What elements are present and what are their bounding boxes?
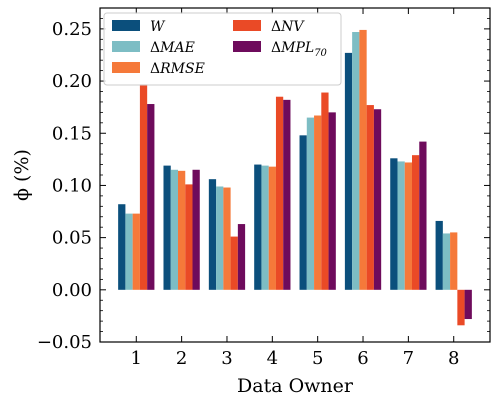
legend-swatch: [112, 41, 140, 52]
legend-box: [103, 12, 342, 86]
x-tick-label: 5: [312, 348, 323, 369]
x-tick-label: 4: [267, 348, 278, 369]
bar-series-3-owner-5: [314, 115, 322, 290]
bar-series-4-owner-3: [230, 236, 238, 290]
bar-series-4-owner-8: [457, 289, 465, 326]
legend-swatch: [233, 20, 261, 31]
x-tick-label: 3: [221, 348, 232, 369]
bar-series-4-owner-4: [275, 96, 284, 290]
bar-series-5-owner-1: [147, 104, 155, 290]
bar-series-3-owner-1: [132, 213, 140, 290]
legend-delta-symbol: Δ: [271, 19, 281, 35]
legend-label: ΔMAE: [150, 40, 195, 56]
bar-series-3-owner-6: [359, 29, 367, 290]
legend-subscript: 70: [314, 48, 327, 59]
y-tick-label: 0.15: [52, 123, 92, 144]
bar-series-2-owner-6: [352, 32, 360, 290]
legend-label-text: RMSE: [159, 61, 205, 77]
x-axis-title: Data Owner: [237, 375, 354, 397]
legend-label-text: MPL: [280, 40, 314, 56]
bar-series-5-owner-3: [237, 224, 246, 290]
legend-label: ΔMPL70: [271, 40, 328, 59]
plot-frame: [99, 7, 491, 343]
bar-series-2-owner-3: [216, 186, 224, 290]
bar-series-4-owner-6: [366, 105, 374, 290]
y-tick-label: −0.05: [37, 332, 92, 353]
bars-group: [118, 29, 472, 326]
y-tick-label: 0.20: [52, 71, 92, 92]
bar-series-4-owner-1: [139, 84, 148, 290]
legend-label-text: MAE: [159, 40, 195, 56]
y-tick-label: 0.10: [52, 175, 92, 196]
bar-series-3-owner-2: [178, 170, 186, 290]
bar-series-5-owner-2: [192, 169, 200, 290]
legend-label: ΔNV: [271, 19, 305, 35]
legend-delta-symbol: Δ: [150, 40, 160, 56]
bar-series-3-owner-3: [223, 187, 231, 290]
legend-swatch: [112, 62, 140, 73]
bar-series-3-owner-7: [404, 162, 412, 290]
bar-series-5-owner-5: [328, 112, 336, 290]
bar-series-1-owner-4: [254, 164, 262, 290]
y-tick-label: 0.00: [52, 280, 92, 301]
bar-series-1-owner-2: [163, 165, 171, 290]
bar-series-2-owner-5: [306, 117, 315, 290]
bar-series-4-owner-2: [185, 184, 193, 290]
bar-series-1-owner-1: [118, 204, 126, 290]
bar-series-1-owner-7: [390, 158, 398, 290]
bar-series-5-owner-8: [464, 289, 472, 320]
x-tick-label: 1: [131, 348, 142, 369]
bar-series-3-owner-8: [450, 232, 458, 290]
bar-series-2-owner-7: [397, 161, 405, 290]
bar-series-3-owner-4: [268, 166, 276, 290]
x-tick-label: 2: [176, 348, 187, 369]
y-tick-label: 0.05: [52, 228, 92, 249]
y-ticks: −0.05 0.00 0.05 0.10 0.15 0.20 0.25: [37, 18, 490, 353]
bar-series-2-owner-2: [170, 169, 178, 290]
bar-series-2-owner-8: [442, 233, 451, 290]
bar-series-4-owner-5: [321, 92, 329, 290]
legend-label: W: [150, 19, 166, 35]
bar-series-2-owner-1: [125, 213, 133, 290]
legend-label-text: NV: [280, 19, 305, 35]
x-tick-label: 7: [403, 348, 414, 369]
legend-swatch: [233, 41, 261, 52]
y-axis-title: ϕ (%): [11, 149, 33, 201]
bar-series-5-owner-6: [373, 109, 382, 290]
x-tick-label: 8: [448, 348, 459, 369]
legend-label: ΔRMSE: [150, 61, 205, 77]
bar-series-1-owner-5: [299, 135, 307, 290]
bar-series-5-owner-4: [283, 99, 291, 290]
legend-delta-symbol: Δ: [271, 40, 281, 56]
x-tick-label: 6: [357, 348, 368, 369]
legend-swatch: [112, 20, 140, 31]
bar-series-2-owner-4: [261, 165, 269, 290]
x-ticks: 1 2 3 4 5 6 7 8: [131, 8, 459, 369]
bar-series-1-owner-3: [208, 179, 217, 290]
bar-series-4-owner-7: [412, 155, 420, 290]
bar-series-5-owner-7: [419, 141, 427, 290]
legend-delta-symbol: Δ: [150, 61, 160, 77]
bar-series-1-owner-6: [344, 52, 353, 290]
y-tick-label: 0.25: [52, 19, 92, 40]
bar-series-1-owner-8: [435, 220, 443, 290]
